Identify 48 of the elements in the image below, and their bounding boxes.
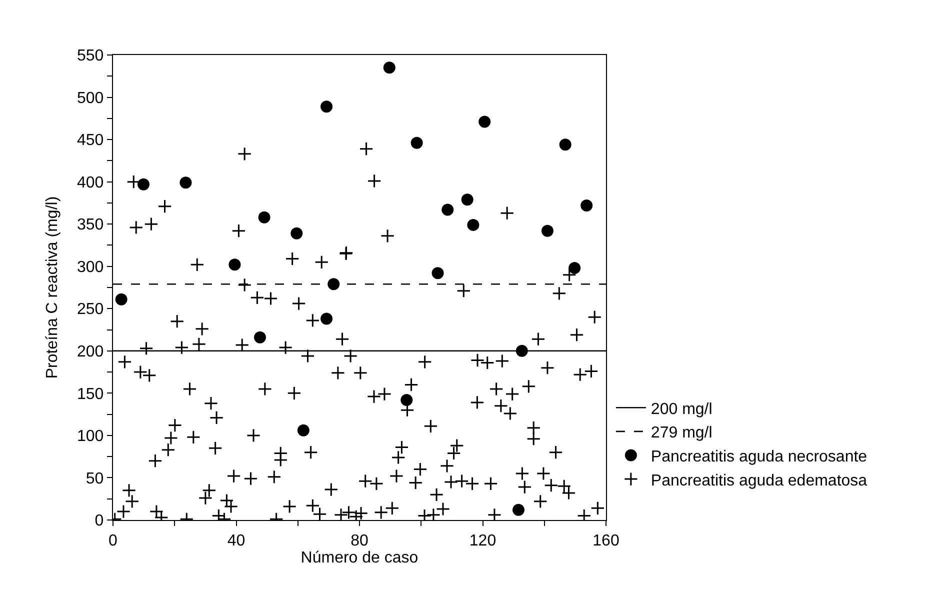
y-tick-label: 450 bbox=[76, 132, 104, 150]
point bbox=[541, 224, 554, 237]
point bbox=[516, 344, 528, 357]
y-tick-label: 500 bbox=[76, 90, 104, 107]
y-tick-label: 0 bbox=[94, 512, 104, 530]
legend-label: 279 mg/l bbox=[650, 424, 712, 442]
y-tick-label: 50 bbox=[86, 470, 104, 488]
x-tick-label: 120 bbox=[469, 532, 496, 550]
point bbox=[478, 116, 491, 128]
legend-label: Pancreatitis aguda necrosante bbox=[650, 448, 868, 466]
point bbox=[559, 138, 572, 151]
point bbox=[254, 331, 266, 344]
legend-label: Pancreatitis aguda edematosa bbox=[650, 472, 868, 490]
x-tick-label: 80 bbox=[350, 532, 368, 550]
point bbox=[568, 262, 581, 274]
legend-label: 200 mg/l bbox=[650, 400, 712, 418]
point bbox=[580, 199, 593, 212]
y-tick-label: 200 bbox=[76, 344, 104, 361]
x-tick-label: 40 bbox=[227, 532, 246, 550]
x-tick-label: 0 bbox=[108, 532, 118, 550]
point bbox=[320, 100, 333, 113]
y-tick-label: 550 bbox=[76, 48, 104, 65]
point bbox=[400, 394, 413, 406]
y-tick-label: 300 bbox=[76, 258, 104, 276]
point bbox=[258, 211, 270, 224]
point bbox=[328, 278, 340, 290]
y-tick-label: 100 bbox=[76, 428, 104, 446]
x-tick-label: 160 bbox=[592, 532, 620, 550]
point bbox=[461, 194, 474, 206]
y-tick-label: 250 bbox=[76, 301, 104, 318]
y-axis-title: Proteína C reactiva (mg/l) bbox=[44, 196, 61, 379]
point bbox=[138, 178, 150, 190]
x-axis-title: Número de caso bbox=[300, 549, 418, 566]
point bbox=[467, 218, 480, 231]
point bbox=[115, 293, 128, 306]
y-tick-label: 350 bbox=[76, 216, 104, 234]
point bbox=[410, 136, 423, 149]
point bbox=[512, 504, 524, 516]
y-tick-label: 400 bbox=[76, 174, 104, 192]
y-tick-label: 150 bbox=[76, 386, 104, 403]
point bbox=[180, 176, 192, 189]
point bbox=[228, 258, 241, 271]
point bbox=[290, 227, 303, 240]
point bbox=[297, 424, 310, 436]
point bbox=[442, 204, 454, 216]
point bbox=[432, 267, 444, 280]
point bbox=[383, 62, 396, 74]
point bbox=[320, 312, 333, 325]
